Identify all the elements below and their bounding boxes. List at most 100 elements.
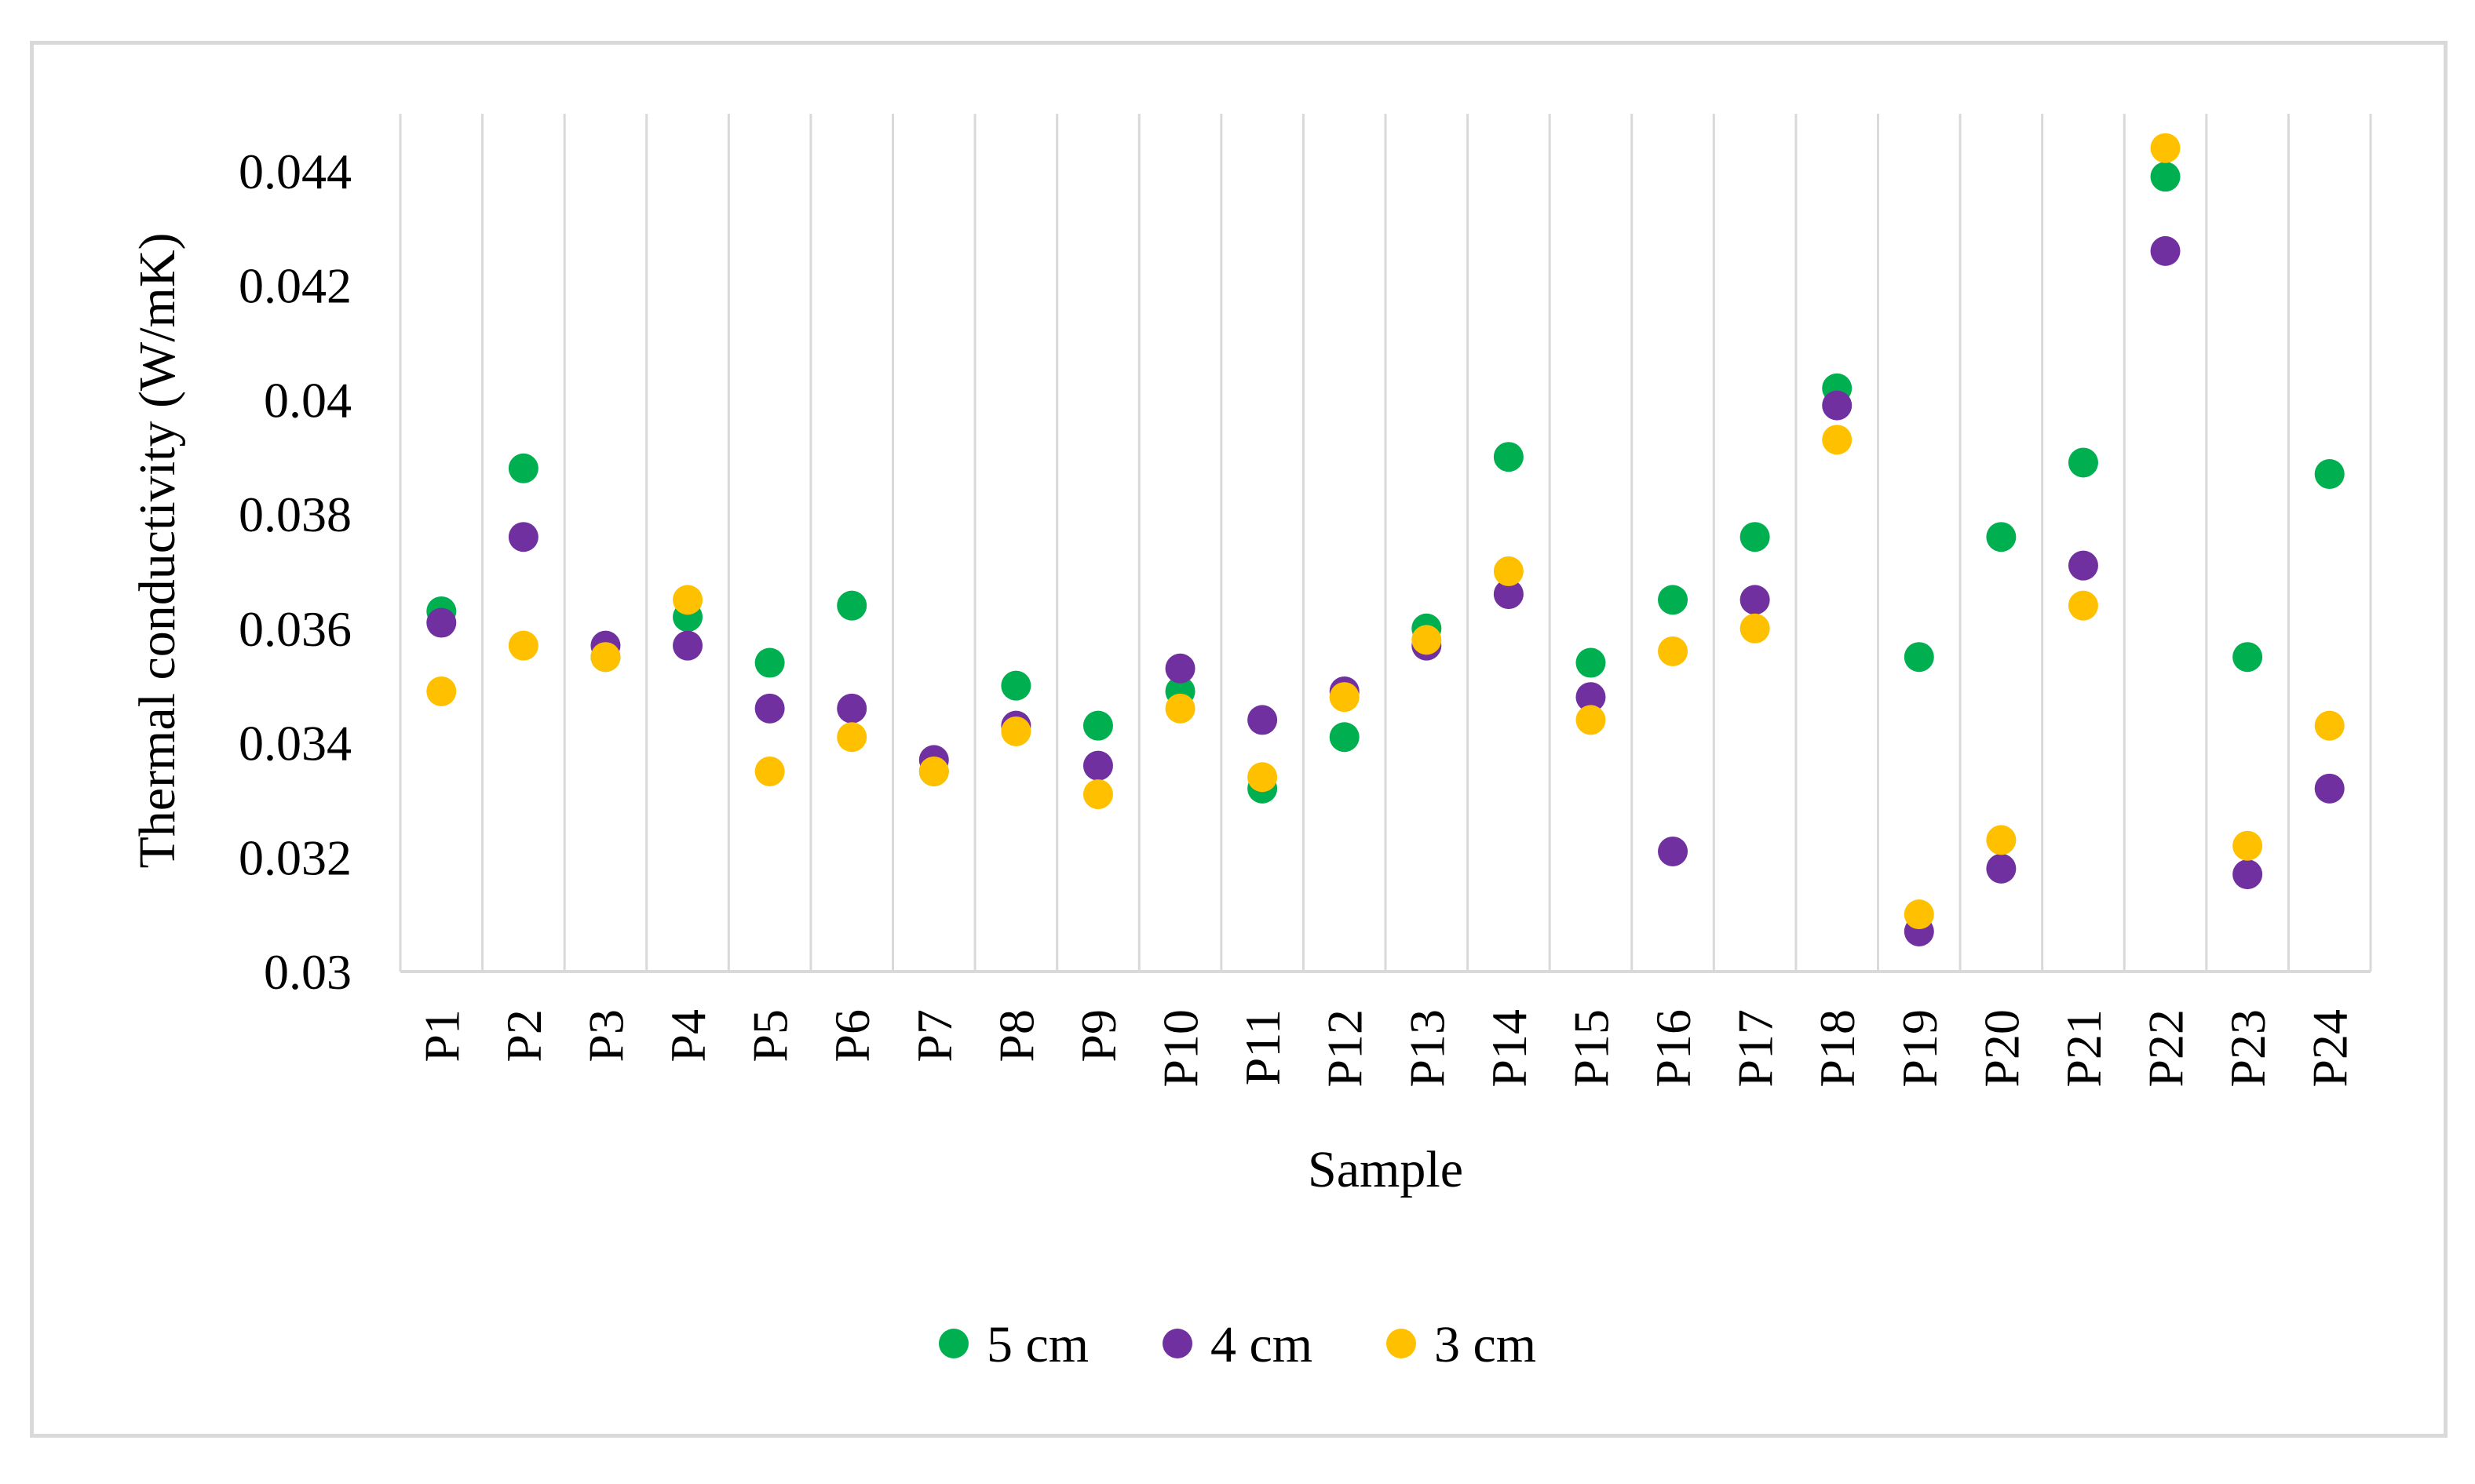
y-tick-label: 0.036 <box>239 601 352 657</box>
point-4cm-P9 <box>1082 750 1113 781</box>
point-4cm-P16 <box>1658 836 1688 866</box>
point-3cm-P2 <box>508 630 538 661</box>
legend-label: 4 cm <box>1210 1316 1312 1373</box>
y-axis-title: Thermal conductivity (W/mK) <box>129 232 186 868</box>
x-tick-label: P6 <box>824 1009 880 1063</box>
x-tick-label: P1 <box>414 1009 469 1063</box>
x-tick-label: P13 <box>1399 1009 1455 1088</box>
x-tick-label: P23 <box>2220 1009 2276 1088</box>
legend-marker <box>1163 1329 1192 1358</box>
point-4cm-P20 <box>1986 853 2017 884</box>
point-5cm-P23 <box>2232 642 2263 673</box>
x-tick-label: P4 <box>660 1009 716 1063</box>
x-tick-label: P10 <box>1153 1009 1209 1088</box>
point-3cm-P5 <box>754 756 785 786</box>
point-4cm-P5 <box>754 693 785 724</box>
point-3cm-P12 <box>1329 682 1360 713</box>
y-tick-label: 0.03 <box>264 944 352 1000</box>
point-3cm-P19 <box>1904 899 1934 930</box>
point-5cm-P9 <box>1082 710 1113 741</box>
point-3cm-P11 <box>1247 762 1278 793</box>
x-tick-label: P20 <box>1973 1009 2029 1088</box>
point-3cm-P16 <box>1658 636 1688 666</box>
x-tick-label: P17 <box>1728 1009 1783 1088</box>
point-4cm-P22 <box>2150 235 2181 266</box>
point-4cm-P11 <box>1247 705 1278 735</box>
y-tick-label: 0.034 <box>239 716 352 771</box>
x-tick-label: P24 <box>2302 1009 2358 1088</box>
point-5cm-P17 <box>1739 522 1770 552</box>
point-4cm-P18 <box>1822 390 1853 421</box>
point-4cm-P24 <box>2314 773 2345 804</box>
y-tick-label: 0.038 <box>239 487 352 542</box>
point-5cm-P20 <box>1986 522 2017 552</box>
y-tick-label: 0.044 <box>239 144 352 199</box>
legend-label: 3 cm <box>1434 1316 1536 1373</box>
point-4cm-P2 <box>508 522 538 552</box>
legend-marker <box>1386 1329 1416 1358</box>
point-3cm-P24 <box>2314 710 2345 741</box>
point-5cm-P21 <box>2068 447 2098 478</box>
legend-marker <box>939 1329 969 1358</box>
y-tick-label: 0.042 <box>239 258 352 314</box>
point-3cm-P8 <box>1001 716 1031 746</box>
point-3cm-P20 <box>1986 825 2017 855</box>
point-3cm-P17 <box>1739 613 1770 644</box>
x-axis-title: Sample <box>1308 1141 1463 1198</box>
legend-label: 5 cm <box>987 1316 1089 1373</box>
point-3cm-P4 <box>673 585 703 615</box>
point-5cm-P8 <box>1001 670 1031 701</box>
point-5cm-P6 <box>837 590 867 621</box>
point-3cm-P18 <box>1822 425 1853 455</box>
x-tick-label: P21 <box>2056 1009 2112 1088</box>
legend: 5 cm 4 cm 3 cm <box>939 1316 1536 1373</box>
x-tick-label: P18 <box>1809 1009 1865 1088</box>
point-4cm-P1 <box>426 607 457 638</box>
point-3cm-P9 <box>1082 779 1113 810</box>
x-tick-label: P22 <box>2138 1009 2194 1088</box>
point-3cm-P1 <box>426 676 457 706</box>
chart-frame <box>30 41 2448 1438</box>
point-3cm-P3 <box>590 642 621 673</box>
point-3cm-P7 <box>918 756 949 786</box>
point-3cm-P13 <box>1411 625 1442 655</box>
point-3cm-P21 <box>2068 590 2098 621</box>
x-tick-label: P2 <box>496 1009 552 1063</box>
x-tick-label: P14 <box>1481 1009 1537 1088</box>
point-5cm-P5 <box>754 647 785 678</box>
point-4cm-P6 <box>837 693 867 724</box>
point-5cm-P12 <box>1329 722 1360 753</box>
point-4cm-P15 <box>1575 682 1606 713</box>
x-tick-label: P12 <box>1317 1009 1373 1088</box>
x-tick-label: P15 <box>1563 1009 1619 1088</box>
x-tick-label: P19 <box>1892 1009 1948 1088</box>
point-4cm-P23 <box>2232 859 2263 890</box>
point-4cm-P21 <box>2068 550 2098 581</box>
y-axis: 0.03 0.032 0.034 0.036 0.038 0.04 0.042 0.044 <box>239 144 352 1000</box>
legend-item-5cm: 5 cm <box>939 1316 1089 1373</box>
x-axis: P1 P2 P3 P4 P5 P6 P7 P8 P9 P10 P11 P12 P13 P14 P15 P16 P… <box>414 1009 2357 1088</box>
point-5cm-P19 <box>1904 642 1934 673</box>
point-3cm-P22 <box>2150 133 2181 163</box>
point-5cm-P15 <box>1575 647 1606 678</box>
y-tick-label: 0.04 <box>264 372 352 428</box>
point-4cm-P14 <box>1493 579 1524 610</box>
y-tick-label: 0.032 <box>239 830 352 885</box>
x-tick-label: P5 <box>743 1009 798 1063</box>
point-3cm-P23 <box>2232 830 2263 861</box>
point-5cm-P22 <box>2150 162 2181 192</box>
x-tick-label: P11 <box>1235 1009 1290 1085</box>
point-3cm-P10 <box>1165 693 1196 724</box>
point-3cm-P15 <box>1575 705 1606 735</box>
data-points <box>426 133 2345 946</box>
gridlines <box>399 114 2372 972</box>
point-3cm-P14 <box>1493 556 1524 586</box>
x-tick-label: P8 <box>988 1009 1044 1063</box>
legend-item-4cm: 4 cm <box>1163 1316 1312 1373</box>
point-3cm-P6 <box>837 722 867 753</box>
point-4cm-P17 <box>1739 585 1770 615</box>
x-tick-label: P9 <box>1071 1009 1126 1063</box>
point-4cm-P10 <box>1165 653 1196 684</box>
x-tick-label: P7 <box>907 1009 962 1063</box>
